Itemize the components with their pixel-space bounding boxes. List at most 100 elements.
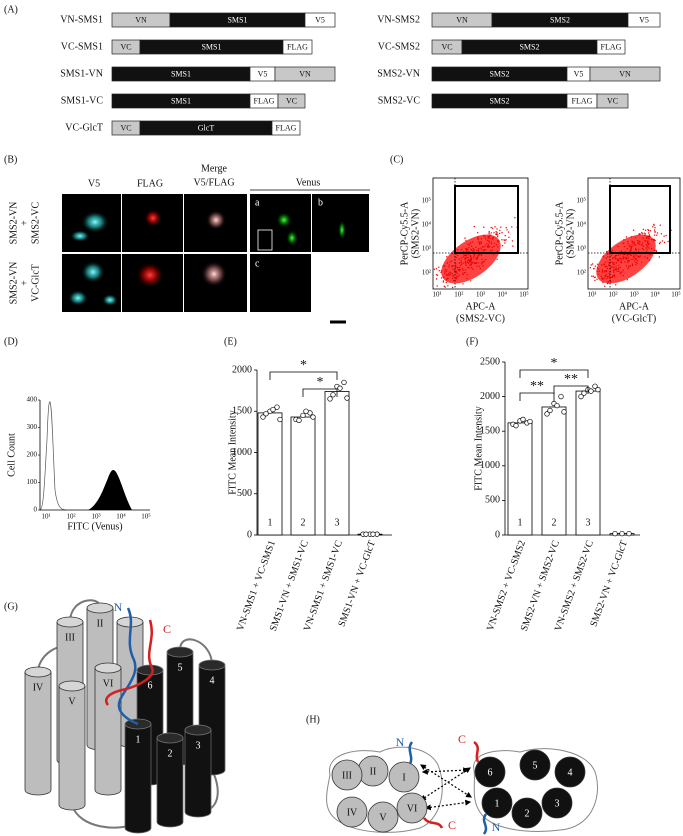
event-dot: [596, 270, 598, 273]
event-dot: [457, 266, 459, 269]
n-terminus: [117, 607, 139, 726]
event-dot: [590, 264, 592, 266]
event-dot: [622, 269, 624, 272]
bar-number: 3: [335, 517, 340, 528]
event-dot: [465, 247, 467, 250]
panel-label: (H): [306, 714, 320, 725]
event-dot: [495, 231, 497, 233]
event-dot: [653, 240, 655, 242]
event-dot: [476, 258, 479, 260]
event-dot: [636, 262, 638, 264]
event-dot: [642, 242, 644, 244]
segment-label: VN: [299, 69, 311, 78]
event-dot: [594, 265, 597, 267]
fluorescence: [68, 290, 88, 306]
n-terminus: [408, 741, 414, 765]
event-dot: [468, 247, 470, 249]
image-label: a: [255, 197, 260, 208]
event-dot: [623, 242, 625, 244]
event-dot: [660, 233, 663, 235]
event-dot: [484, 245, 486, 247]
event-dot: [623, 253, 626, 256]
event-dot: [646, 241, 649, 243]
event-dot: [616, 260, 619, 262]
event-dot: [460, 257, 462, 259]
event-dot: [653, 229, 656, 231]
event-dot: [606, 267, 609, 270]
event-dot: [616, 270, 618, 273]
event-dot: [648, 234, 651, 236]
fluorescence: [286, 230, 298, 246]
event-dot: [488, 235, 490, 237]
data-point: [520, 416, 526, 423]
event-dot: [613, 274, 616, 276]
event-dot: [488, 240, 490, 243]
construct-segment: [627, 12, 661, 28]
event-dot: [602, 281, 604, 284]
event-dot: [461, 248, 463, 251]
event-dot: [621, 271, 623, 273]
event-dot: [648, 238, 650, 240]
x-tick-label: VN-SMS2 + VC-SMS2: [485, 539, 528, 632]
helix-top: [184, 724, 212, 736]
y-tick-label: 1500: [480, 425, 500, 436]
event-dot: [589, 267, 592, 269]
helix-top: [56, 616, 84, 628]
event-dot: [614, 257, 616, 259]
event-dot: [455, 263, 457, 265]
helix: [184, 730, 212, 818]
event-dot: [648, 247, 650, 249]
event-dot: [603, 263, 606, 266]
interaction-arrow: [424, 799, 472, 811]
event-dot: [466, 257, 468, 259]
event-dot: [642, 245, 644, 248]
bar-number: 1: [268, 517, 273, 528]
event-dot: [464, 259, 466, 261]
y-axis-label: (SMS2-VN): [410, 209, 421, 258]
event-dot: [658, 256, 661, 258]
event-dot: [645, 240, 647, 242]
event-dot: [465, 254, 468, 257]
x-tick-label: 10¹: [41, 513, 50, 521]
event-dot: [443, 265, 446, 267]
event-dot: [596, 267, 599, 269]
event-dot: [469, 256, 472, 258]
helix-label: 1: [495, 798, 500, 809]
x-tick-label: SMS1-VN + SMS1-VC: [268, 539, 311, 633]
x-tick-label: SMS1-VN + VC-GlcT: [337, 539, 378, 628]
event-dot: [490, 237, 492, 240]
event-dot: [639, 241, 641, 243]
event-dot: [449, 273, 451, 275]
event-dot: [446, 262, 449, 264]
terminus-label: N: [492, 820, 501, 834]
event-dot: [649, 230, 651, 232]
event-dot: [655, 249, 657, 252]
event-dot: [514, 217, 516, 219]
event-dot: [656, 232, 659, 234]
event-dot: [621, 262, 623, 264]
event-dot: [640, 261, 643, 264]
histogram-sample: [88, 470, 132, 510]
event-dot: [436, 285, 438, 287]
y-tick-label: 500: [485, 495, 500, 506]
fluorescence: [201, 261, 227, 287]
event-dot: [627, 261, 629, 264]
x-tick-label: 10²: [608, 291, 617, 299]
event-dot: [617, 245, 619, 248]
construct-name: VN-SMS1: [60, 14, 103, 25]
event-dot: [619, 272, 622, 274]
event-dot: [482, 265, 484, 267]
construct-segment: [304, 12, 336, 28]
event-dot: [635, 248, 637, 250]
event-dot: [458, 266, 461, 269]
event-dot: [454, 269, 456, 272]
event-dot: [478, 247, 480, 250]
event-dot: [488, 232, 490, 235]
x-tick-label: 10⁵: [519, 291, 529, 299]
event-dot: [504, 234, 506, 237]
event-dot: [631, 245, 633, 248]
bar-number: 2: [552, 517, 557, 528]
data-point: [303, 408, 309, 414]
event-dot: [456, 272, 458, 274]
data-point: [547, 407, 553, 414]
